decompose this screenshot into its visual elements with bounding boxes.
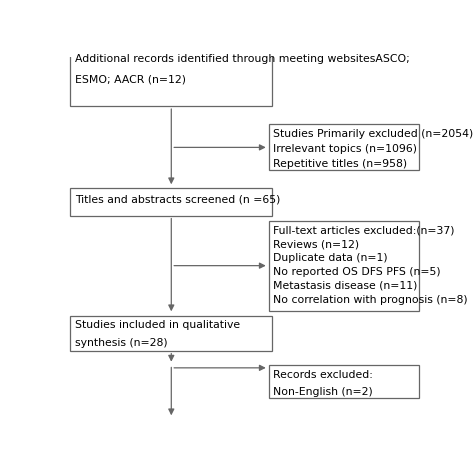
Text: Irrelevant topics (n=1096): Irrelevant topics (n=1096) (273, 144, 417, 154)
Text: Reviews (n=12): Reviews (n=12) (273, 239, 359, 249)
Text: Studies Primarily excluded (n=2054):: Studies Primarily excluded (n=2054): (273, 129, 474, 139)
Text: ESMO; AACR (n=12): ESMO; AACR (n=12) (75, 74, 186, 84)
Text: Non-English (n=2): Non-English (n=2) (273, 387, 373, 397)
Text: synthesis (n=28): synthesis (n=28) (75, 338, 167, 348)
Text: Studies included in qualitative: Studies included in qualitative (75, 320, 240, 330)
Text: Additional records identified through meeting websitesASCO;: Additional records identified through me… (75, 54, 410, 64)
Text: Repetitive titles (n=958): Repetitive titles (n=958) (273, 159, 407, 169)
Text: Metastasis disease (n=11): Metastasis disease (n=11) (273, 281, 418, 291)
FancyBboxPatch shape (269, 365, 419, 398)
FancyBboxPatch shape (269, 124, 419, 170)
Text: Full-text articles excluded:(n=37): Full-text articles excluded:(n=37) (273, 226, 455, 236)
FancyBboxPatch shape (70, 50, 272, 106)
Text: No reported OS DFS PFS (n=5): No reported OS DFS PFS (n=5) (273, 267, 441, 277)
FancyBboxPatch shape (70, 188, 272, 216)
FancyBboxPatch shape (70, 316, 272, 351)
Text: Records excluded:: Records excluded: (273, 370, 373, 380)
Text: Titles and abstracts screened (n =65): Titles and abstracts screened (n =65) (75, 195, 280, 205)
FancyBboxPatch shape (269, 221, 419, 310)
Text: Duplicate data (n=1): Duplicate data (n=1) (273, 253, 388, 263)
Text: No correlation with prognosis (n=8): No correlation with prognosis (n=8) (273, 295, 468, 305)
